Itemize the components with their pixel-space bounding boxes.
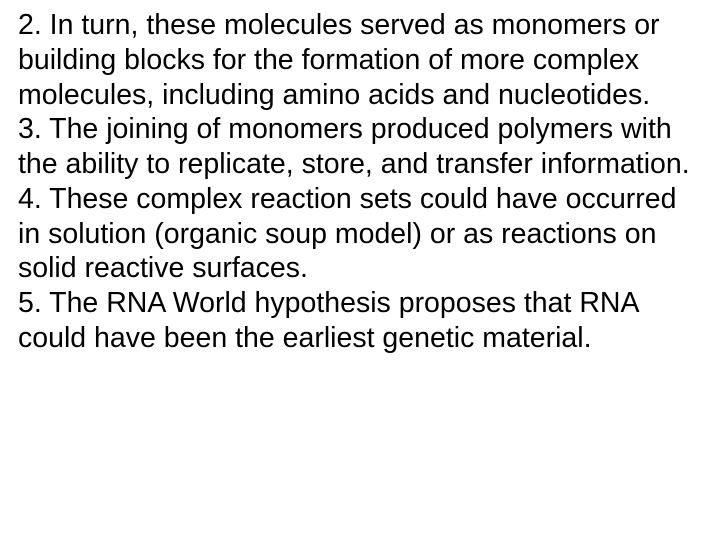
list-item: 3. The joining of monomers produced poly…	[18, 112, 702, 182]
list-item: 5. The RNA World hypothesis proposes tha…	[18, 286, 702, 356]
list-item: 4. These complex reaction sets could hav…	[18, 182, 702, 286]
slide-body-text: 2. In turn, these molecules served as mo…	[18, 8, 702, 356]
slide-container: 2. In turn, these molecules served as mo…	[0, 0, 720, 540]
list-item: 2. In turn, these molecules served as mo…	[18, 8, 702, 112]
